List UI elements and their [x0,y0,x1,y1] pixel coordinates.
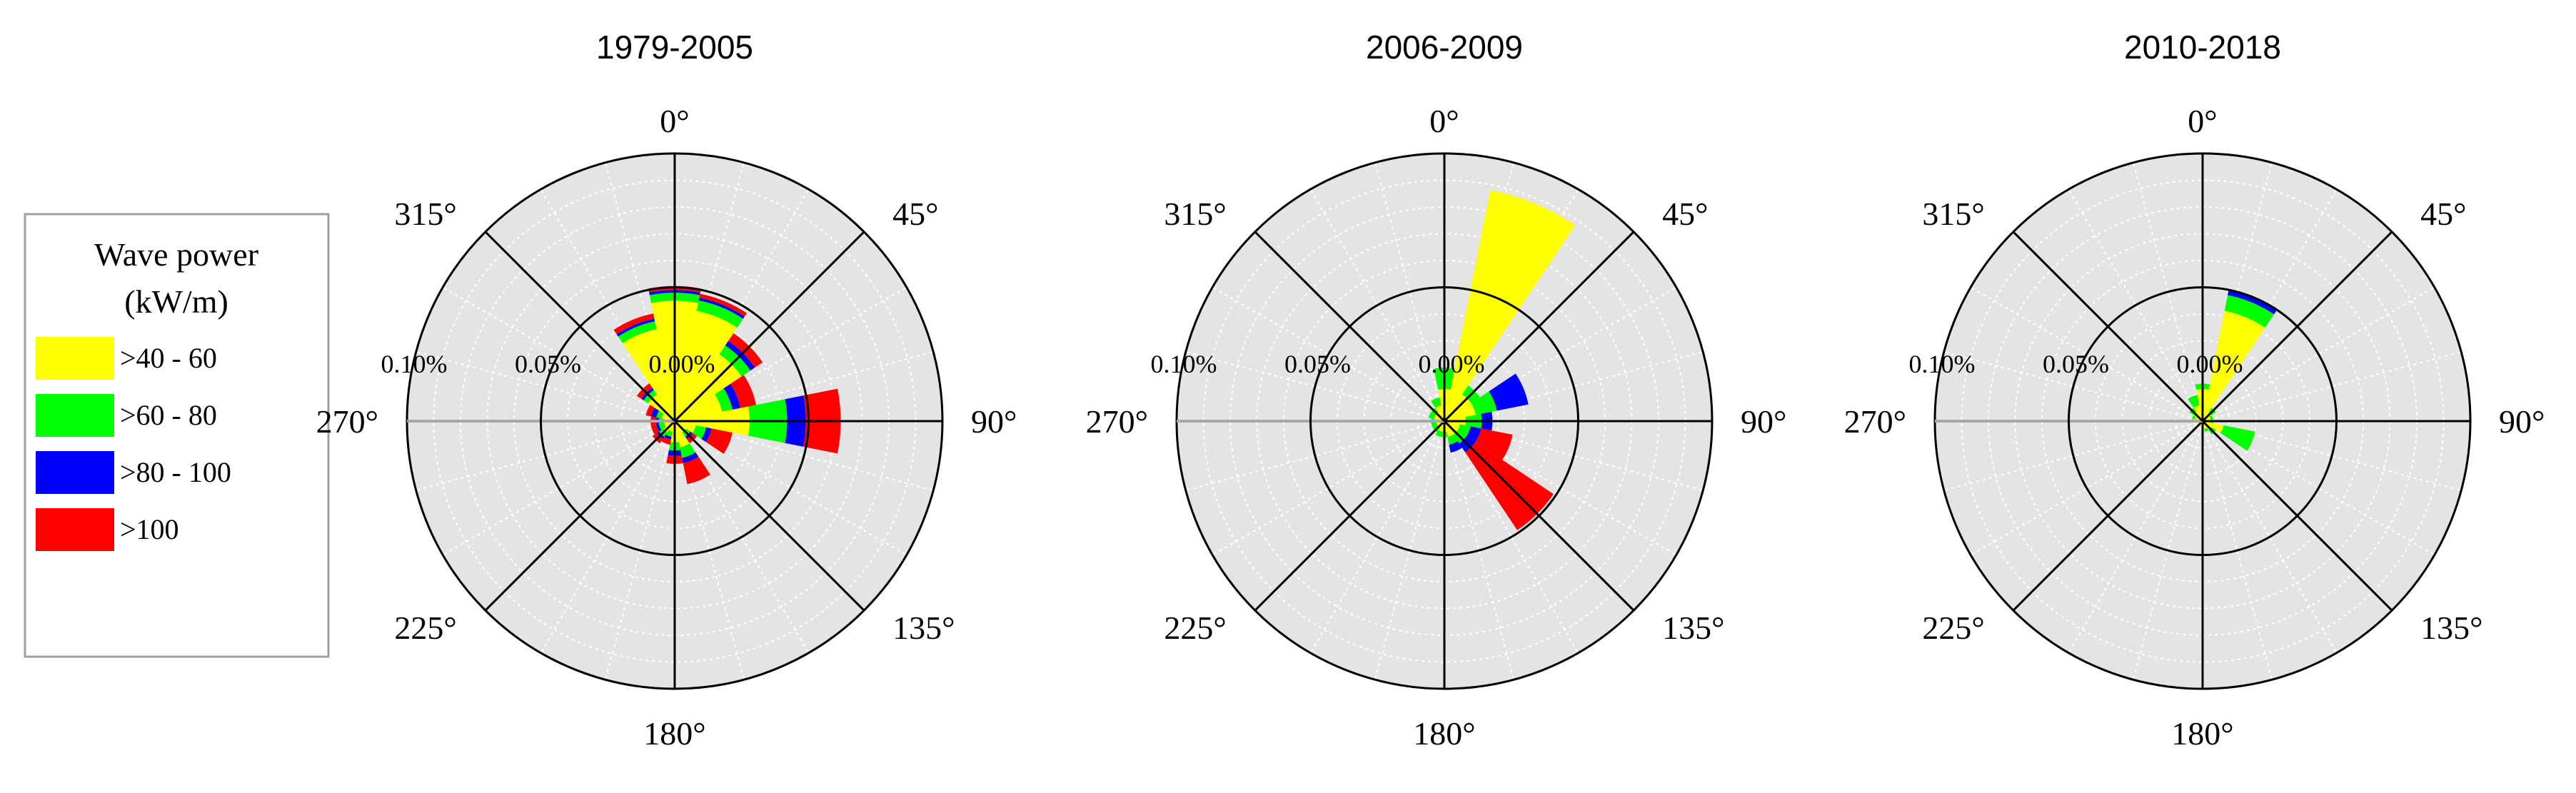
radial-tick-label: 0.10% [1151,350,1217,378]
direction-label: 0° [660,103,689,139]
chart-title: 2010-2018 [2124,29,2281,66]
chart-title: 2006-2009 [1366,29,1523,66]
direction-label: 45° [892,196,938,232]
direction-label: 135° [1662,610,1724,646]
legend-swatch-green [36,394,114,437]
direction-label: 225° [1922,610,1984,646]
direction-label: 270° [1086,403,1148,440]
direction-label: 180° [2171,715,2233,752]
direction-label: 180° [1413,715,1475,752]
chart-title: 1979-2005 [596,29,753,66]
radial-tick-label: 0.00% [1419,350,1485,378]
direction-label: 90° [1741,403,1786,440]
radial-tick-label: 0.05% [2043,350,2109,378]
direction-label: 0° [1429,103,1459,139]
radial-tick-label: 0.00% [649,350,715,378]
legend-label-yellow: >40 - 60 [120,342,217,374]
legend-label-blue: >80 - 100 [120,456,231,488]
legend-swatch-yellow [36,337,114,380]
radial-tick-label: 0.05% [1284,350,1351,378]
direction-label: 90° [2499,403,2545,440]
direction-label: 45° [1662,196,1708,232]
legend-title-line1: Wave power [94,236,258,273]
direction-label: 225° [1164,610,1226,646]
direction-label: 180° [643,715,705,752]
legend-label-red: >100 [120,513,179,545]
legend-label-green: >60 - 80 [120,399,217,431]
radial-tick-label: 0.10% [1909,350,1976,378]
radial-tick-label: 0.05% [515,350,581,378]
direction-label: 45° [2420,196,2466,232]
direction-label: 135° [892,610,955,646]
direction-label: 270° [1844,403,1906,440]
direction-label: 0° [2188,103,2217,139]
rose-chart-2006-2009: 2006-2009 0.00% 0.05% 0.10% 0° 45° 90° 135° 180°… [1086,29,1787,752]
direction-label: 135° [2420,610,2482,646]
legend-swatch-red [36,508,114,551]
direction-label: 315° [394,196,456,232]
direction-label: 315° [1164,196,1226,232]
direction-label: 225° [394,610,456,646]
direction-label: 315° [1922,196,1984,232]
legend-swatch-blue [36,451,114,494]
legend: Wave power (kW/m) >40 - 60 >60 - 80 >80 … [25,214,328,657]
rose-chart-2010-2018: 2010-2018 0.00% 0.05% 0.10% 0° 45° 90° 135° 180°… [1844,29,2545,752]
radial-tick-label: 0.10% [381,350,448,378]
direction-label: 270° [316,403,378,440]
radial-tick-label: 0.00% [2177,350,2243,378]
direction-label: 90° [971,403,1017,440]
rose-chart-1979-2005: 1979-2005 0.00% 0.05% 0.10% 0° 45° 90° 135° 180°… [316,29,1017,752]
legend-title-line2: (kW/m) [124,283,228,320]
